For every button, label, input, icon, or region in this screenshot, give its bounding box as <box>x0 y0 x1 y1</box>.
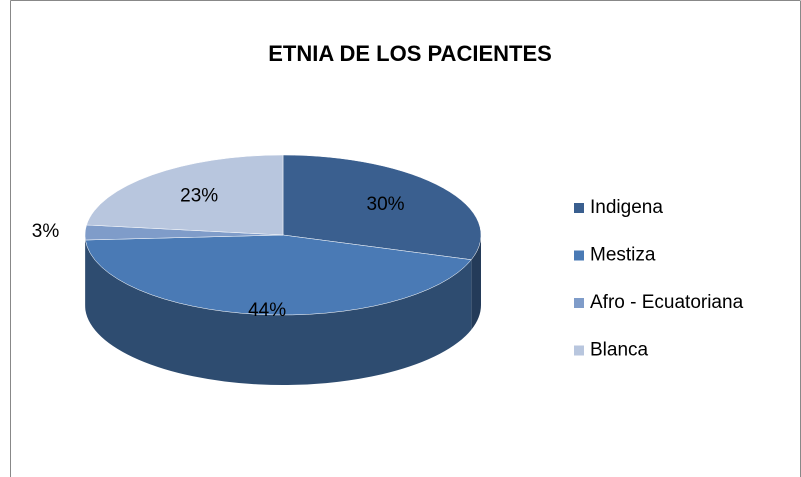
data-label: 23% <box>180 186 218 207</box>
chart-title: ETNIA DE LOS PACIENTES <box>268 41 552 66</box>
legend-label: Mestiza <box>590 245 656 266</box>
legend-label: Afro - Ecuatoriana <box>590 292 744 313</box>
data-label: 44% <box>248 300 286 321</box>
legend-swatch <box>574 203 584 213</box>
slice-side <box>85 240 472 386</box>
legend-swatch <box>574 345 584 356</box>
slice-side <box>471 235 481 330</box>
legend-label: Indigena <box>590 197 663 218</box>
data-label: 3% <box>32 221 60 242</box>
legend-label: Blanca <box>590 340 649 361</box>
legend-swatch <box>574 250 584 261</box>
slice <box>282 154 482 260</box>
legend-swatch <box>574 298 584 308</box>
data-label: 30% <box>367 194 405 215</box>
slice <box>85 234 472 316</box>
slice <box>86 154 284 236</box>
